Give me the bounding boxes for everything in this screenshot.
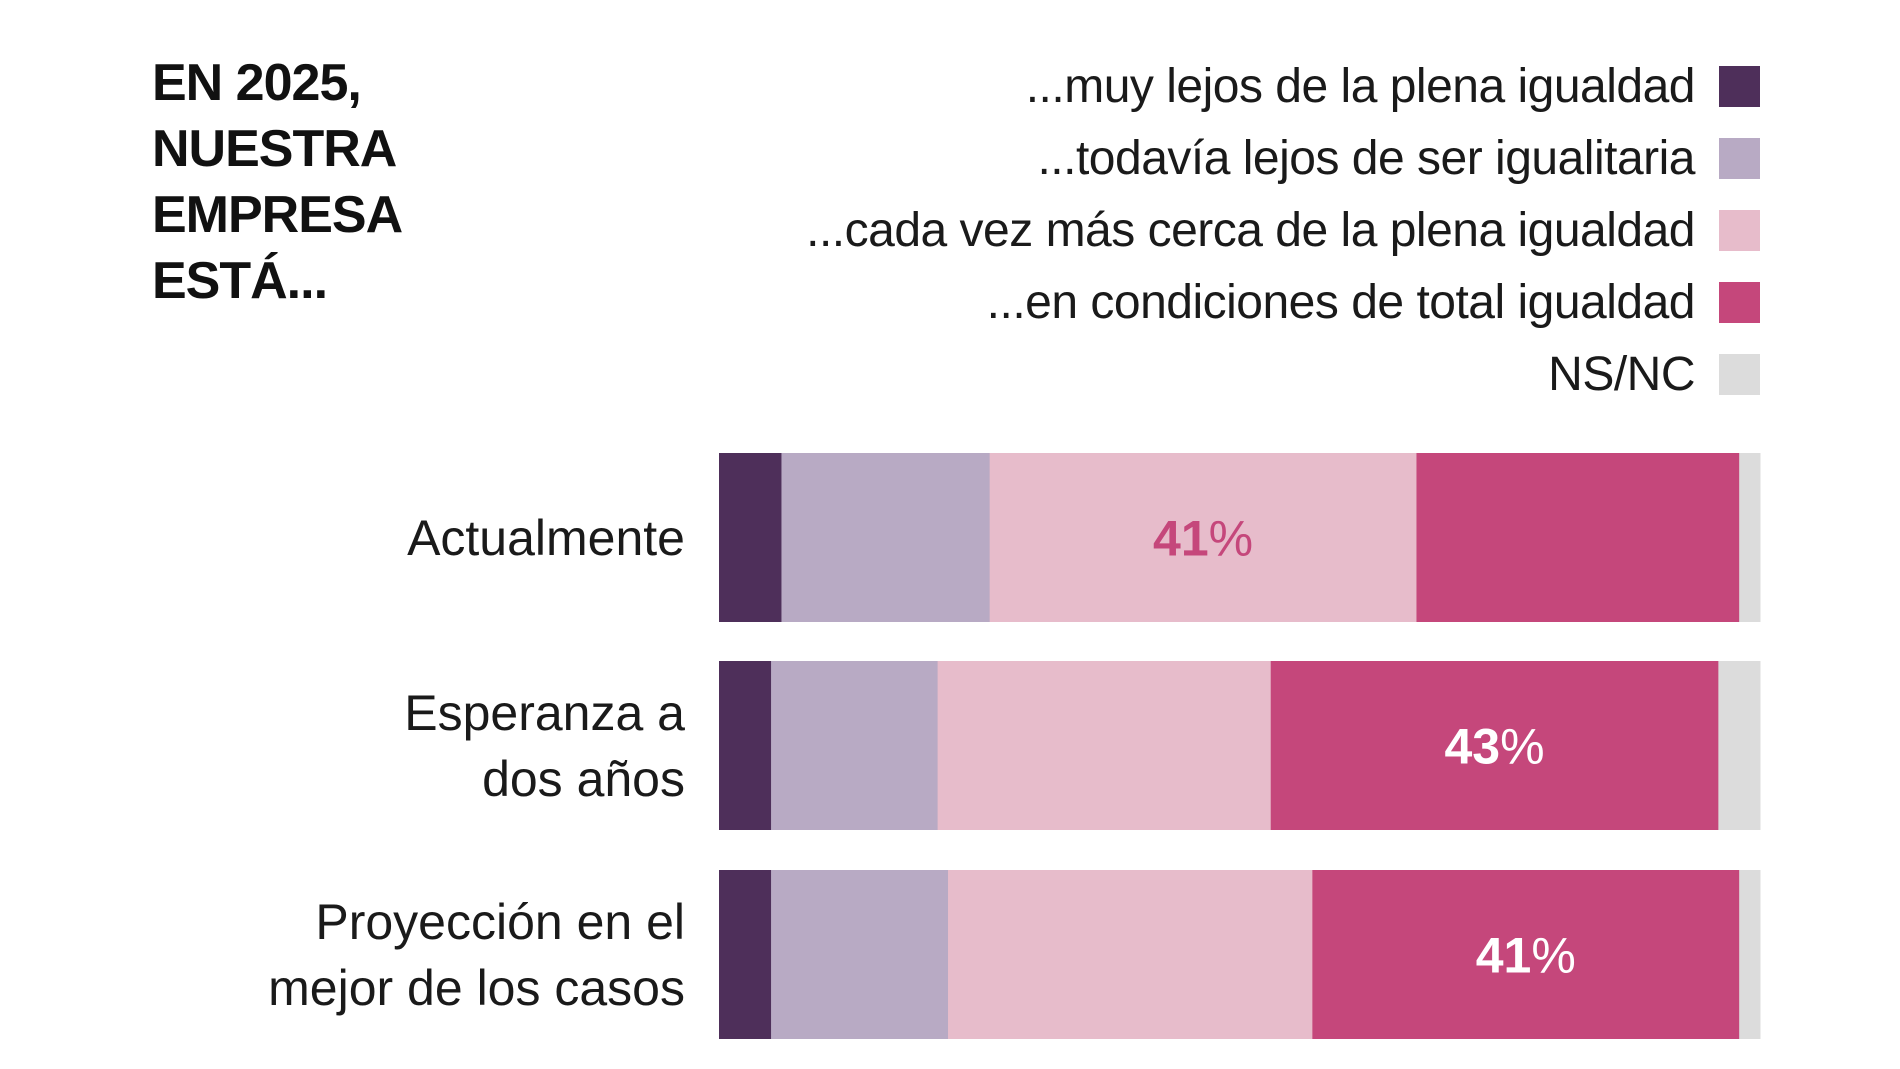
legend-label: NS/NC: [1548, 347, 1695, 401]
legend-item: NS/NC: [806, 338, 1760, 410]
bar-segment: [1312, 870, 1740, 1039]
category-label-line: Proyección en el: [315, 893, 685, 950]
data-label: 41%: [1476, 928, 1576, 984]
bar-segment: [937, 661, 1272, 830]
bar-segment: [771, 870, 949, 1039]
bar-segment: [948, 870, 1313, 1039]
category-label: Esperanza a dos años: [404, 680, 685, 812]
bar-segment: [1270, 661, 1719, 830]
bar-segment: [1718, 661, 1761, 830]
bar-segment: [719, 870, 772, 1039]
legend-label: ...en condiciones de total igualdad: [986, 275, 1696, 329]
legend-swatch: [1719, 281, 1760, 323]
bar-segment: [719, 453, 782, 622]
bar-segment: [1416, 453, 1740, 622]
category-label-line: Esperanza a: [404, 684, 685, 741]
category-label: Actualmente: [407, 505, 685, 571]
legend: ...muy lejos de la plena igualdad ...toda…: [806, 50, 1760, 410]
bar-segment: [989, 453, 1417, 622]
data-label: 41%: [1153, 511, 1253, 567]
title-line: EMPRESA: [152, 186, 403, 244]
category-label: Proyección en el mejor de los casos: [268, 889, 685, 1021]
category-label-line: Actualmente: [407, 509, 685, 566]
legend-label: ...todavía lejos de ser igualitaria: [1037, 131, 1695, 185]
title-line: NUESTRA: [152, 120, 397, 178]
title-line: EN 2025,: [152, 54, 362, 112]
legend-swatch: [1719, 209, 1760, 251]
legend-swatch: [1719, 353, 1760, 395]
legend-item: ...cada vez más cerca de la plena iguald…: [806, 194, 1760, 266]
title-line: ESTÁ...: [152, 252, 328, 310]
legend-swatch: [1719, 65, 1760, 107]
bar-segment: [719, 661, 772, 830]
legend-item: ...muy lejos de la plena igualdad: [806, 50, 1760, 122]
chart-title: EN 2025, NUESTRA EMPRESA ESTÁ...: [152, 50, 512, 314]
bar-segment: [1739, 870, 1761, 1039]
legend-label: ...cada vez más cerca de la plena iguald…: [806, 203, 1695, 257]
bar-segment: [1739, 453, 1761, 622]
legend-label: ...muy lejos de la plena igualdad: [1025, 59, 1696, 113]
legend-item: ...en condiciones de total igualdad: [806, 266, 1760, 338]
category-label-line: dos años: [482, 750, 685, 807]
legend-item: ...todavía lejos de ser igualitaria: [806, 122, 1760, 194]
bar-segment: [781, 453, 991, 622]
bar-segment: [771, 661, 939, 830]
legend-swatch: [1719, 137, 1760, 179]
data-label: 43%: [1444, 719, 1544, 775]
category-label-line: mejor de los casos: [268, 959, 685, 1016]
